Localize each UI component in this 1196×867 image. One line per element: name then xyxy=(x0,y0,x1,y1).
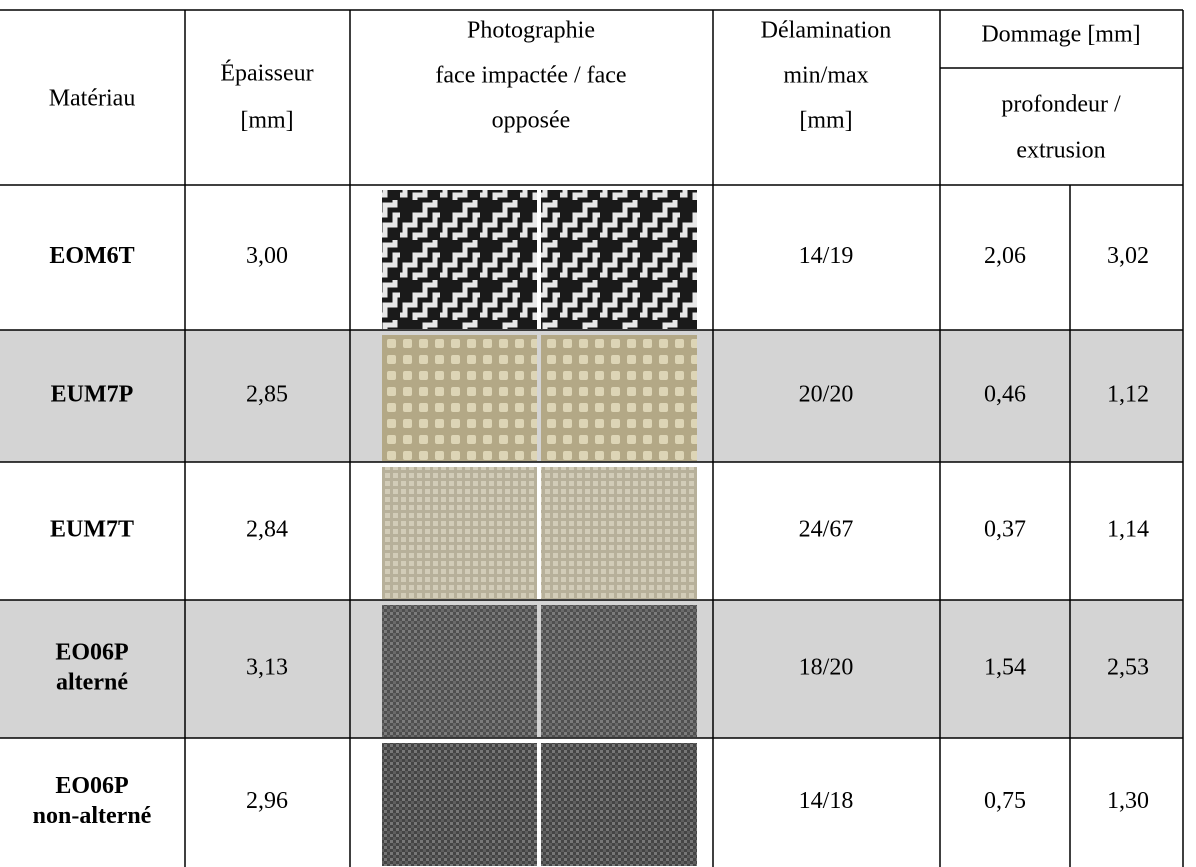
extrusion: 1,14 xyxy=(1107,517,1149,543)
photo-opposite xyxy=(541,743,697,866)
delamination: 24/67 xyxy=(799,517,854,543)
thickness: 3,13 xyxy=(246,655,288,681)
extrusion: 3,02 xyxy=(1107,243,1149,269)
photo-impacted xyxy=(382,335,537,461)
extrusion: 1,30 xyxy=(1107,788,1149,814)
thickness: 3,00 xyxy=(246,243,288,269)
depth: 0,75 xyxy=(984,788,1026,814)
header-cell: extrusion xyxy=(1016,138,1105,164)
material: alterné xyxy=(56,670,128,696)
header-cell: face impactée / face xyxy=(435,63,626,89)
extrusion: 1,12 xyxy=(1107,382,1149,408)
photo-impacted xyxy=(382,743,537,866)
depth: 1,54 xyxy=(984,655,1026,681)
depth: 0,46 xyxy=(984,382,1026,408)
header-cell: opposée xyxy=(492,108,571,134)
delamination: 14/18 xyxy=(799,788,854,814)
header-cell: Photographie xyxy=(467,18,595,44)
header-cell: Délamination xyxy=(761,18,892,44)
material: non-alterné xyxy=(33,803,152,829)
photo-opposite xyxy=(541,605,697,737)
photos xyxy=(382,190,697,866)
material: EOM6T xyxy=(49,243,134,269)
photo-opposite xyxy=(541,467,697,599)
header-cell: [mm] xyxy=(799,108,852,134)
material: EUM7P xyxy=(51,382,134,408)
header-cell: Dommage [mm] xyxy=(981,22,1140,48)
grid-lines xyxy=(0,9,1184,867)
thickness: 2,84 xyxy=(246,517,288,543)
depth: 0,37 xyxy=(984,517,1026,543)
header-cell: min/max xyxy=(783,63,868,89)
delamination: 18/20 xyxy=(799,655,854,681)
delamination: 20/20 xyxy=(799,382,854,408)
material: EO06P xyxy=(55,773,128,799)
material: EO06P xyxy=(55,640,128,666)
photo-impacted xyxy=(382,605,537,737)
material: EUM7T xyxy=(50,517,134,543)
header-cell: [mm] xyxy=(240,108,293,134)
depth: 2,06 xyxy=(984,243,1026,269)
header-cell: profondeur / xyxy=(1001,92,1121,118)
thickness: 2,96 xyxy=(246,788,288,814)
delamination: 14/19 xyxy=(799,243,854,269)
photo-opposite xyxy=(541,190,697,329)
header-cell: Matériau xyxy=(49,86,136,112)
extrusion: 2,53 xyxy=(1107,655,1149,681)
header-cell: Épaisseur xyxy=(220,61,313,87)
photo-impacted xyxy=(382,190,537,329)
photo-impacted xyxy=(382,467,537,599)
thickness: 2,85 xyxy=(246,382,288,408)
photo-opposite xyxy=(541,335,697,461)
